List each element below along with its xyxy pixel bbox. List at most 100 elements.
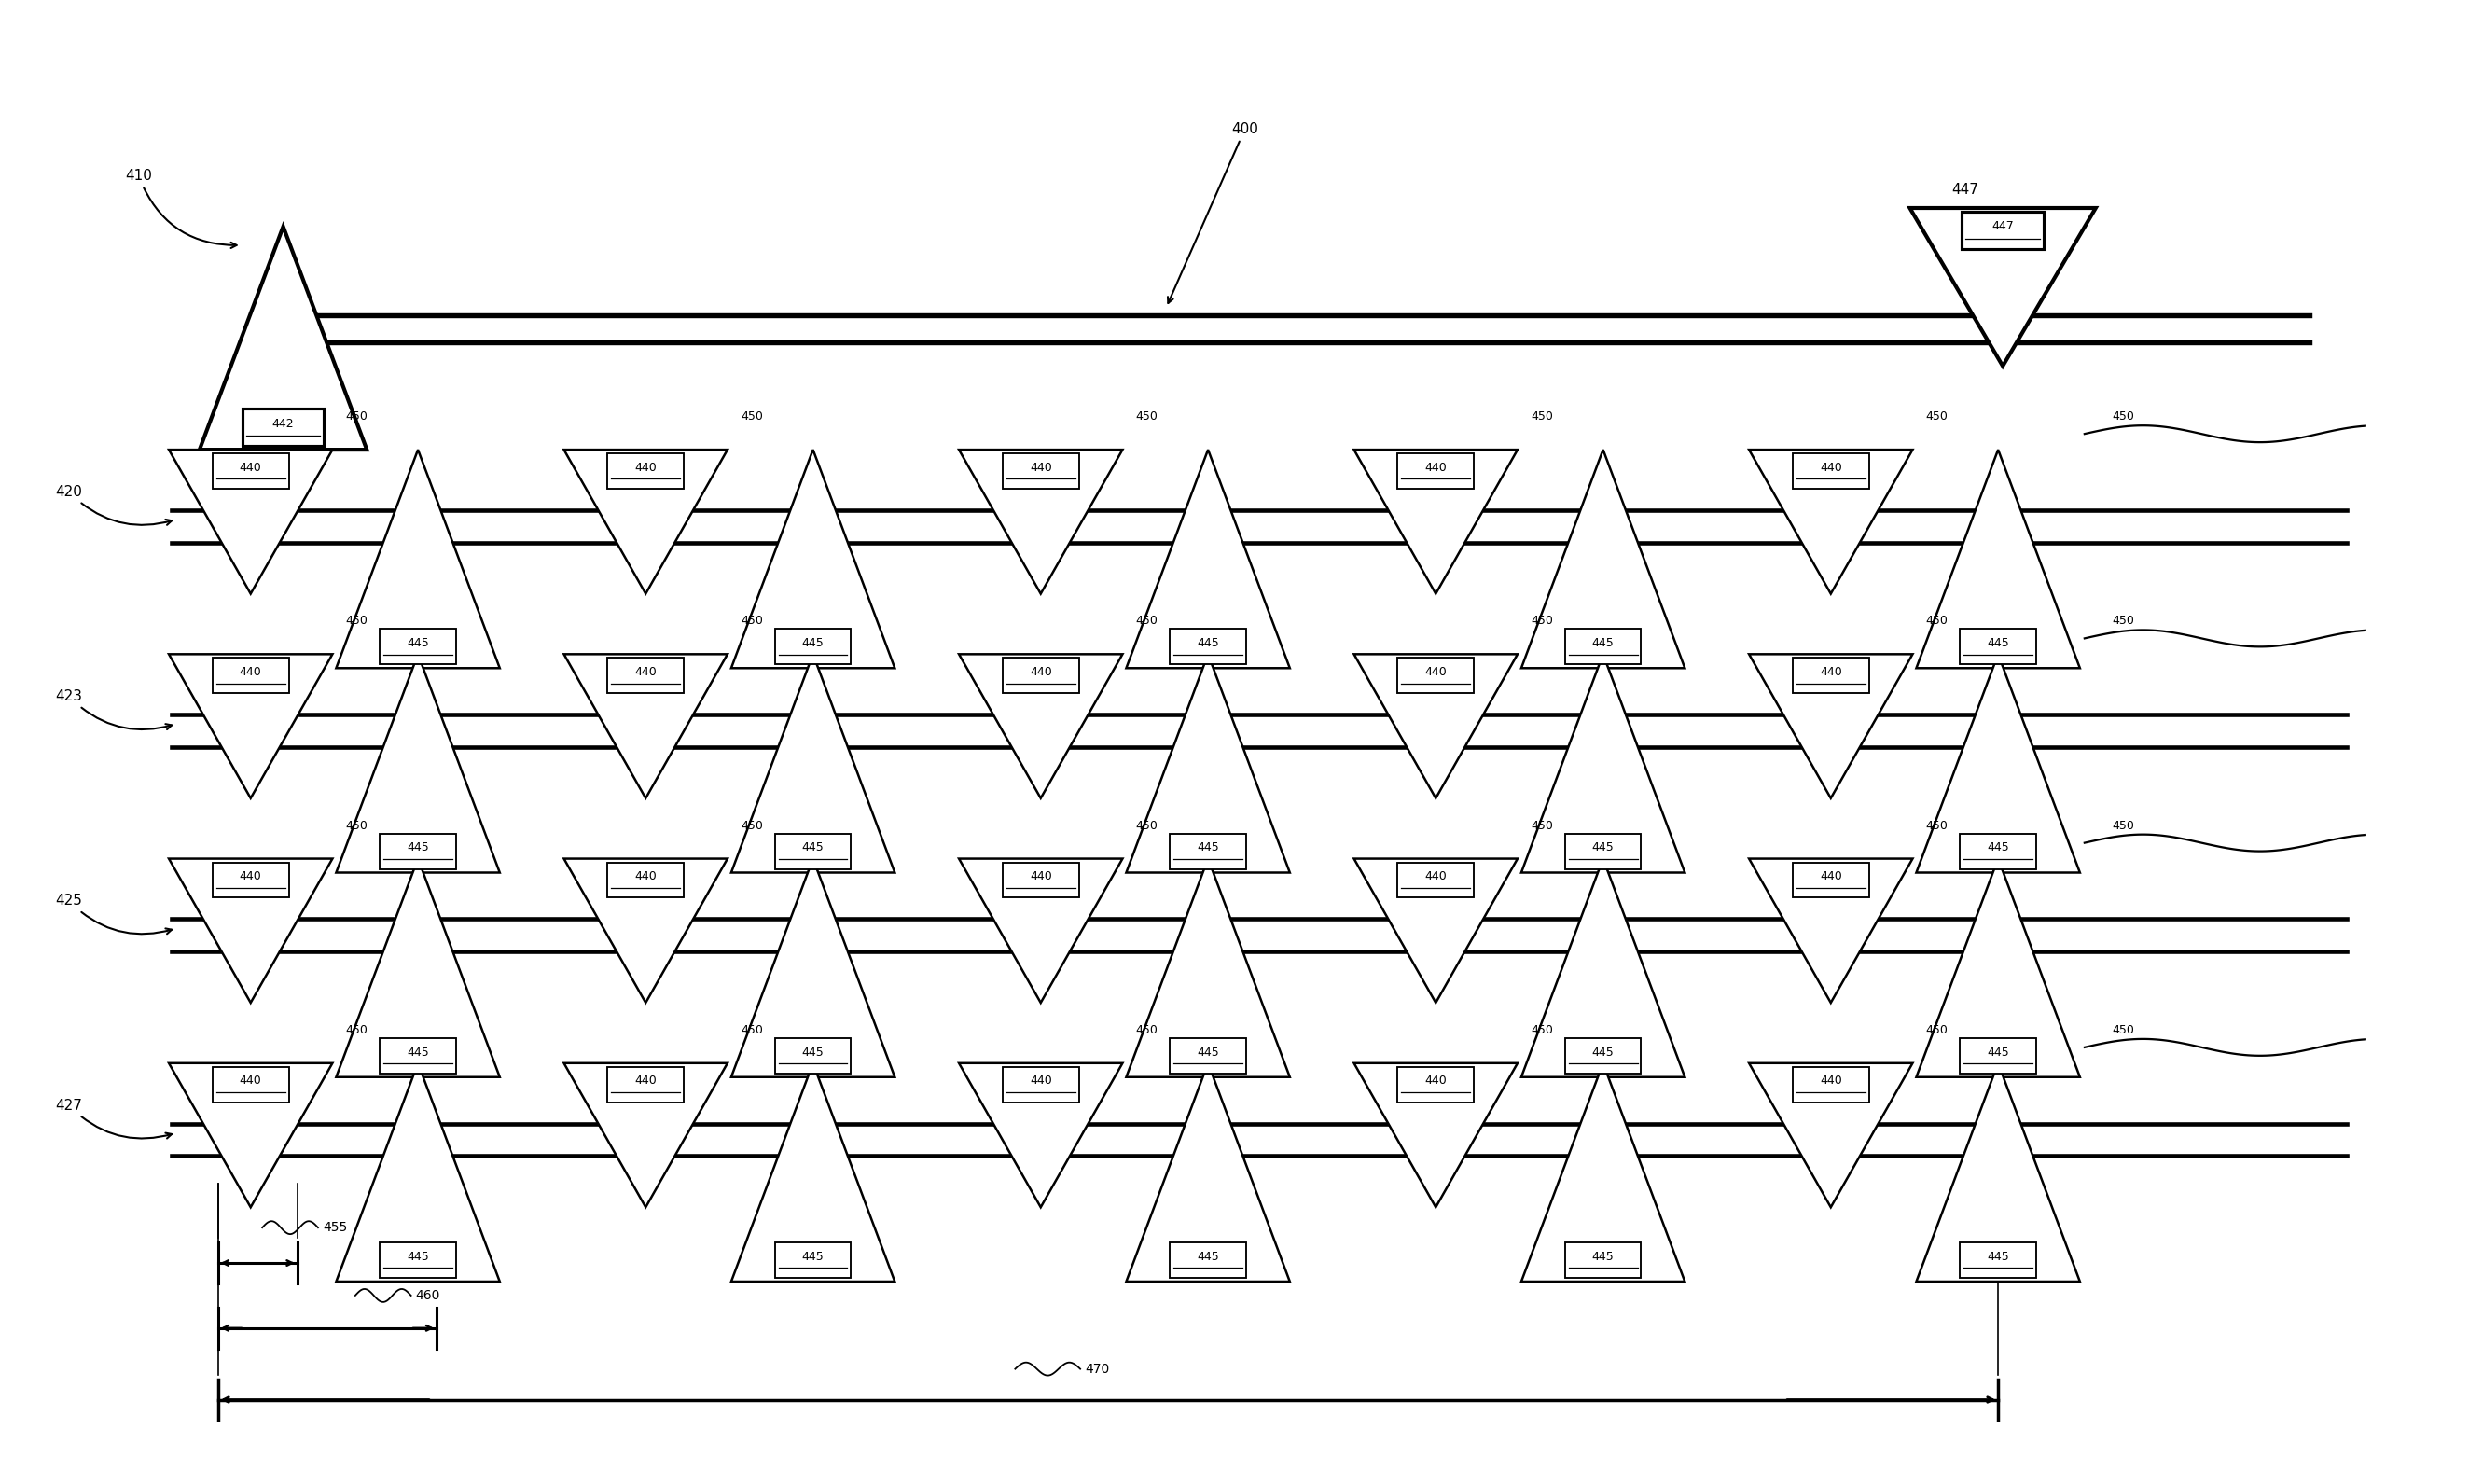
Text: 440: 440 [1820, 871, 1842, 883]
Text: 440: 440 [238, 1074, 261, 1088]
Polygon shape [730, 450, 894, 668]
Text: 445: 445 [1197, 637, 1219, 650]
Text: 450: 450 [1530, 819, 1552, 831]
Polygon shape [335, 1063, 499, 1282]
Polygon shape [1353, 1063, 1517, 1206]
Text: 450: 450 [1530, 614, 1552, 628]
Polygon shape [199, 227, 367, 450]
Bar [1564, 1242, 1641, 1278]
Text: 445: 445 [407, 637, 430, 650]
Polygon shape [1522, 450, 1686, 668]
Text: 450: 450 [1927, 614, 1947, 628]
Polygon shape [169, 859, 333, 1003]
Text: 450: 450 [345, 1024, 367, 1036]
Text: 425: 425 [55, 893, 171, 933]
Text: 440: 440 [1030, 462, 1053, 473]
Bar [1169, 834, 1246, 868]
Text: 450: 450 [740, 819, 762, 831]
Bar [243, 408, 325, 447]
Polygon shape [958, 859, 1122, 1003]
Polygon shape [1748, 859, 1912, 1003]
Bar [1564, 1037, 1641, 1073]
Bar [608, 454, 683, 488]
Polygon shape [958, 654, 1122, 798]
Bar [1564, 834, 1641, 868]
Text: 442: 442 [273, 417, 293, 430]
Bar [1169, 629, 1246, 665]
Bar [380, 1242, 457, 1278]
Text: 440: 440 [1030, 1074, 1053, 1088]
Bar [1169, 1037, 1246, 1073]
Polygon shape [169, 654, 333, 798]
Text: 427: 427 [55, 1098, 171, 1138]
Text: 450: 450 [2113, 411, 2135, 423]
Text: 445: 445 [1986, 637, 2009, 650]
Text: 447: 447 [1952, 183, 1979, 197]
Text: 440: 440 [1820, 666, 1842, 678]
Text: 447: 447 [1991, 221, 2014, 233]
Text: 445: 445 [1986, 841, 2009, 853]
Polygon shape [958, 1063, 1122, 1206]
Text: 420: 420 [55, 485, 171, 525]
Bar [1003, 657, 1078, 693]
Bar [380, 1037, 457, 1073]
Polygon shape [1127, 450, 1289, 668]
Bar [214, 454, 288, 488]
Text: 450: 450 [740, 1024, 762, 1036]
Text: 440: 440 [636, 462, 658, 473]
Bar [1793, 1067, 1870, 1103]
Polygon shape [1522, 859, 1686, 1077]
Polygon shape [1127, 654, 1289, 873]
Text: 445: 445 [1986, 1251, 2009, 1263]
Text: 445: 445 [1986, 1046, 2009, 1058]
Bar [1398, 1067, 1475, 1103]
Polygon shape [1748, 654, 1912, 798]
Polygon shape [730, 859, 894, 1077]
Text: 445: 445 [407, 1046, 430, 1058]
Bar [1793, 657, 1870, 693]
Bar [1003, 1067, 1078, 1103]
Text: 455: 455 [323, 1221, 348, 1235]
Bar [1398, 657, 1475, 693]
Polygon shape [169, 1063, 333, 1206]
Polygon shape [1917, 450, 2081, 668]
Text: 450: 450 [2113, 819, 2135, 831]
Bar [775, 1242, 852, 1278]
Bar [1793, 862, 1870, 898]
Text: 440: 440 [1425, 1074, 1448, 1088]
Polygon shape [169, 450, 333, 594]
Bar [1003, 454, 1078, 488]
Text: 445: 445 [1592, 1251, 1614, 1263]
Bar [1398, 454, 1475, 488]
Text: 450: 450 [1927, 411, 1947, 423]
Text: 450: 450 [345, 614, 367, 628]
Polygon shape [730, 1063, 894, 1282]
Text: 445: 445 [802, 637, 824, 650]
Text: 450: 450 [1530, 1024, 1552, 1036]
Bar [1564, 629, 1641, 665]
Text: 440: 440 [238, 462, 261, 473]
Text: 445: 445 [407, 1251, 430, 1263]
Bar [214, 862, 288, 898]
Polygon shape [1748, 1063, 1912, 1206]
Text: 450: 450 [740, 614, 762, 628]
Polygon shape [730, 654, 894, 873]
Polygon shape [564, 450, 728, 594]
Text: 440: 440 [238, 871, 261, 883]
Bar [608, 657, 683, 693]
Text: 450: 450 [1135, 819, 1157, 831]
Polygon shape [335, 450, 499, 668]
Bar [1959, 1242, 2036, 1278]
Bar [775, 834, 852, 868]
Text: 440: 440 [238, 666, 261, 678]
Polygon shape [1353, 654, 1517, 798]
Polygon shape [1127, 859, 1289, 1077]
Text: 460: 460 [415, 1290, 439, 1301]
Text: 445: 445 [1197, 1251, 1219, 1263]
Polygon shape [1522, 1063, 1686, 1282]
Bar [1398, 862, 1475, 898]
Polygon shape [1748, 450, 1912, 594]
Text: 450: 450 [740, 411, 762, 423]
Text: 450: 450 [345, 819, 367, 831]
Text: 423: 423 [55, 690, 171, 730]
